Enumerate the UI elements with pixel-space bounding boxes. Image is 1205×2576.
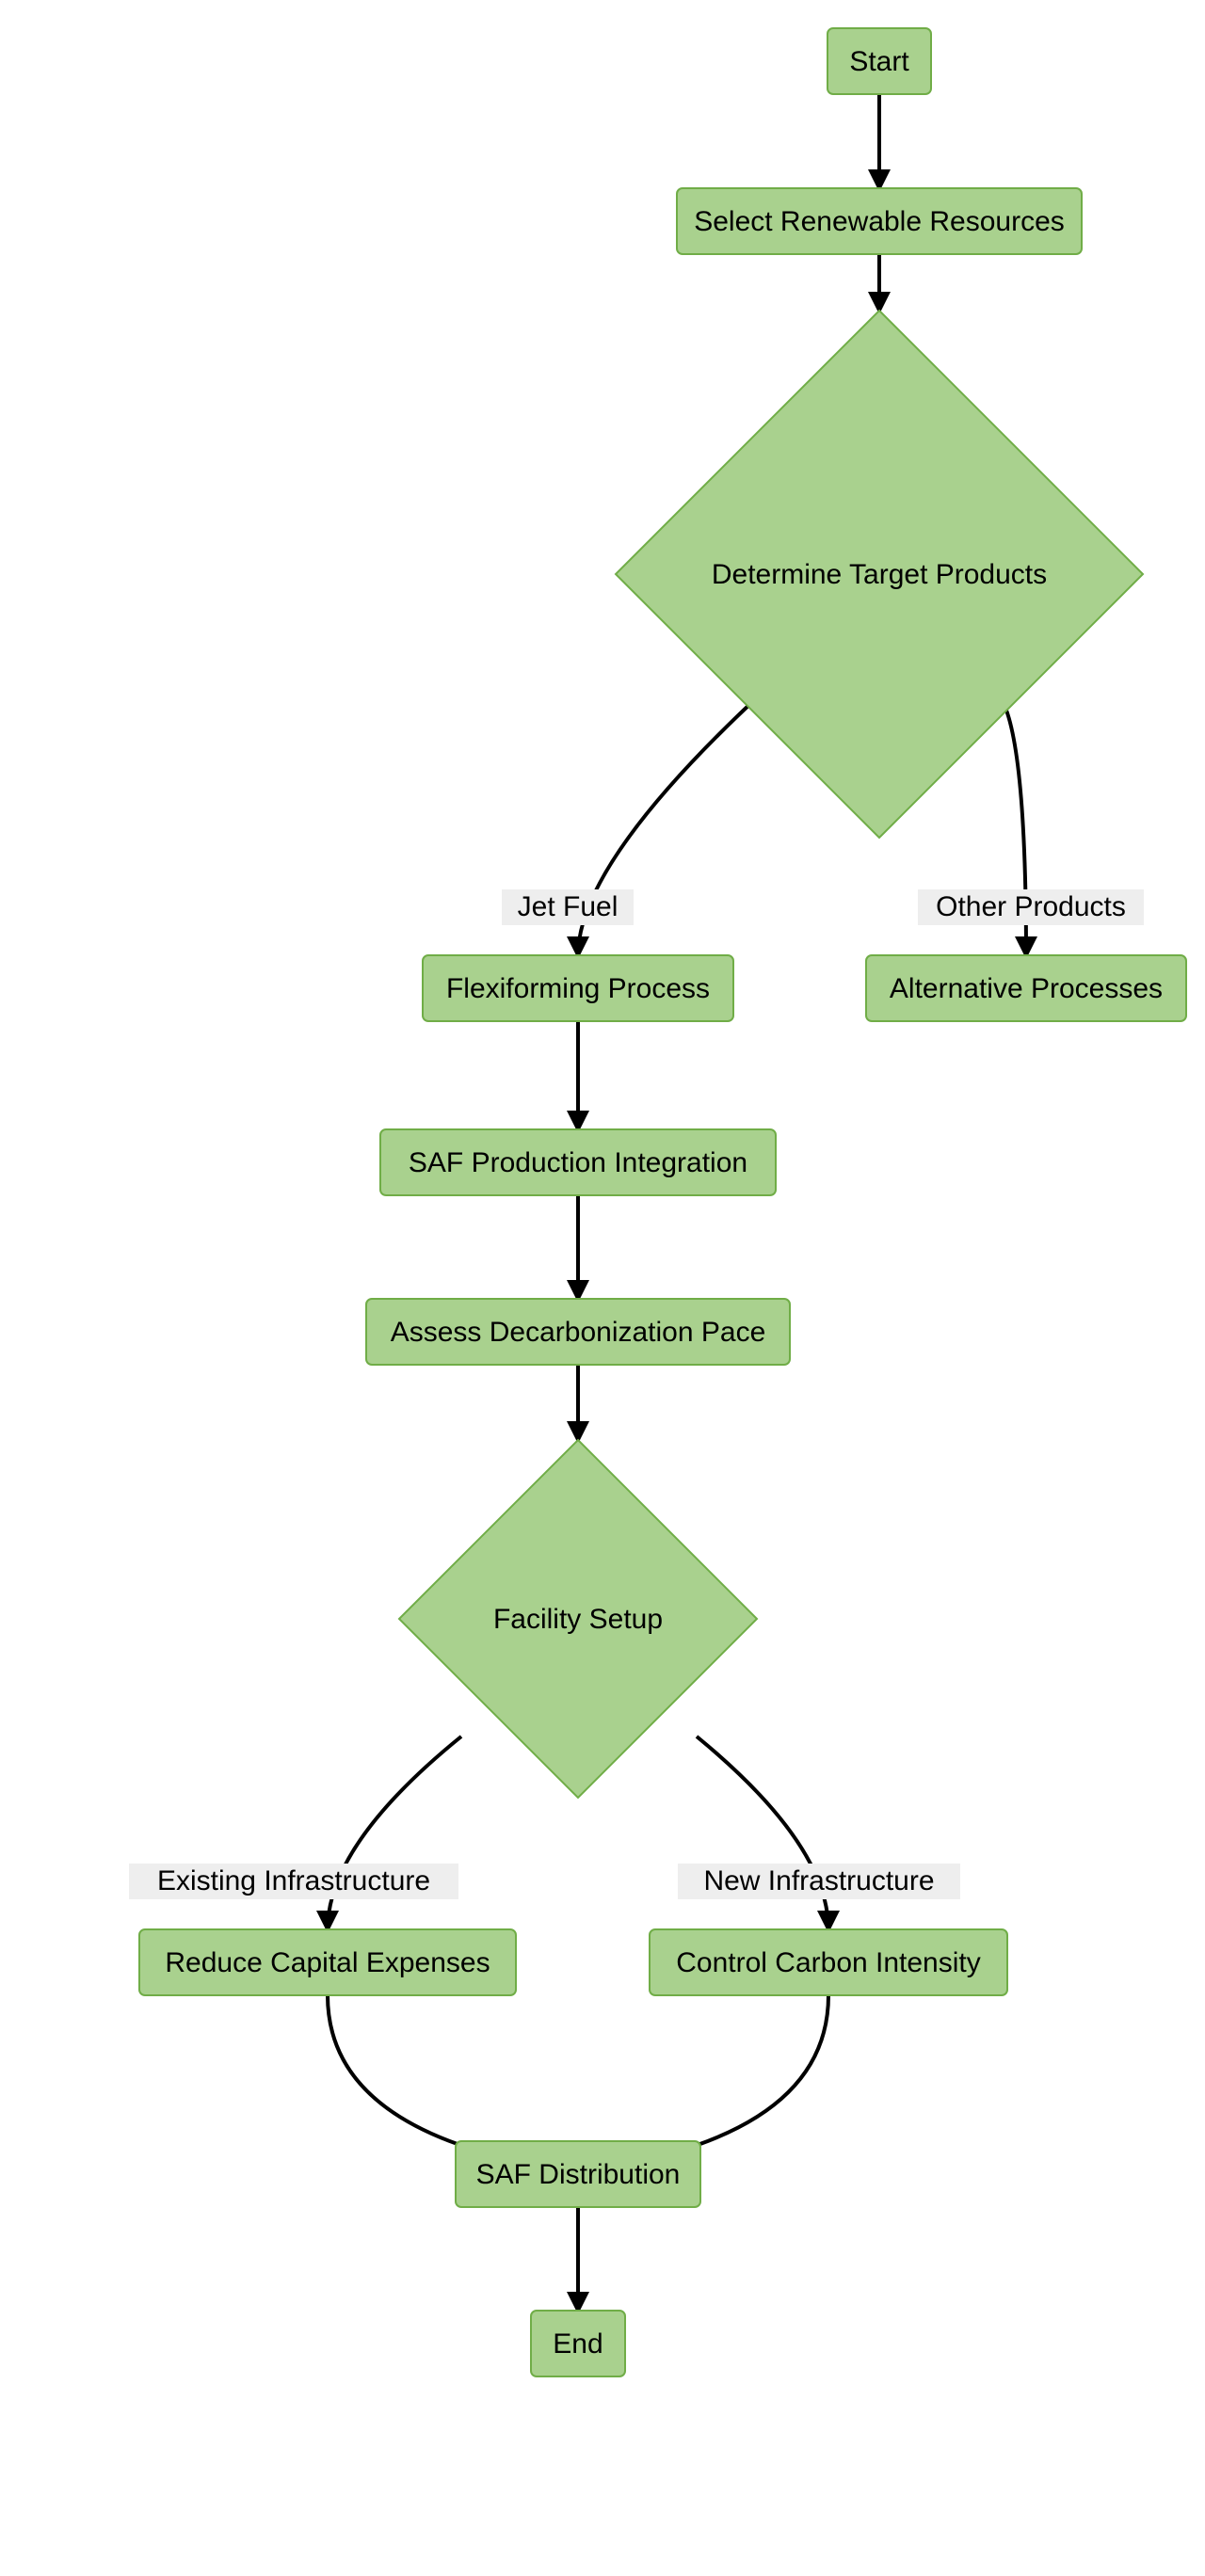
- node-label: SAF Distribution: [476, 2159, 681, 2190]
- edge-facility-reduce: [328, 1736, 461, 1929]
- node-label: Assess Decarbonization Pace: [391, 1317, 766, 1348]
- nodes-layer: Start Select Renewable Resources Determine…: [139, 28, 1186, 2376]
- node-flexi: Flexiforming Process: [423, 955, 733, 1021]
- node-label: SAF Production Integration: [409, 1147, 747, 1178]
- edge-control-saf_dist: [645, 1995, 828, 2160]
- node-label: Reduce Capital Expenses: [165, 1947, 490, 1978]
- edge-label: Other Products: [936, 891, 1126, 922]
- node-label: Alternative Processes: [890, 973, 1163, 1004]
- node-label: End: [553, 2328, 602, 2360]
- node-alt: Alternative Processes: [866, 955, 1186, 1021]
- node-label: Determine Target Products: [712, 559, 1047, 590]
- edge-label: Jet Fuel: [518, 891, 619, 922]
- node-label: Flexiforming Process: [446, 973, 710, 1004]
- flowchart-diagram: Start Select Renewable Resources Determine…: [0, 0, 1205, 2576]
- node-label: Start: [849, 46, 909, 77]
- node-control: Control Carbon Intensity: [650, 1929, 1007, 1995]
- edge-labels-layer: Jet Fuel Other Products Existing Infrastru…: [129, 889, 1144, 1899]
- node-start: Start: [827, 28, 931, 94]
- node-label: Control Carbon Intensity: [676, 1947, 981, 1978]
- node-end: End: [531, 2311, 625, 2376]
- node-reduce: Reduce Capital Expenses: [139, 1929, 516, 1995]
- node-label: Facility Setup: [493, 1604, 663, 1635]
- node-assess: Assess Decarbonization Pace: [366, 1299, 790, 1365]
- edge-label: New Infrastructure: [703, 1865, 934, 1896]
- edge-facility-control: [697, 1736, 828, 1929]
- node-label: Select Renewable Resources: [694, 206, 1065, 237]
- node-select: Select Renewable Resources: [677, 188, 1082, 254]
- edge-reduce-saf_dist: [328, 1995, 513, 2160]
- edge-label: Existing Infrastructure: [157, 1865, 430, 1896]
- node-saf_int: SAF Production Integration: [380, 1129, 776, 1195]
- node-saf_dist: SAF Distribution: [456, 2141, 700, 2207]
